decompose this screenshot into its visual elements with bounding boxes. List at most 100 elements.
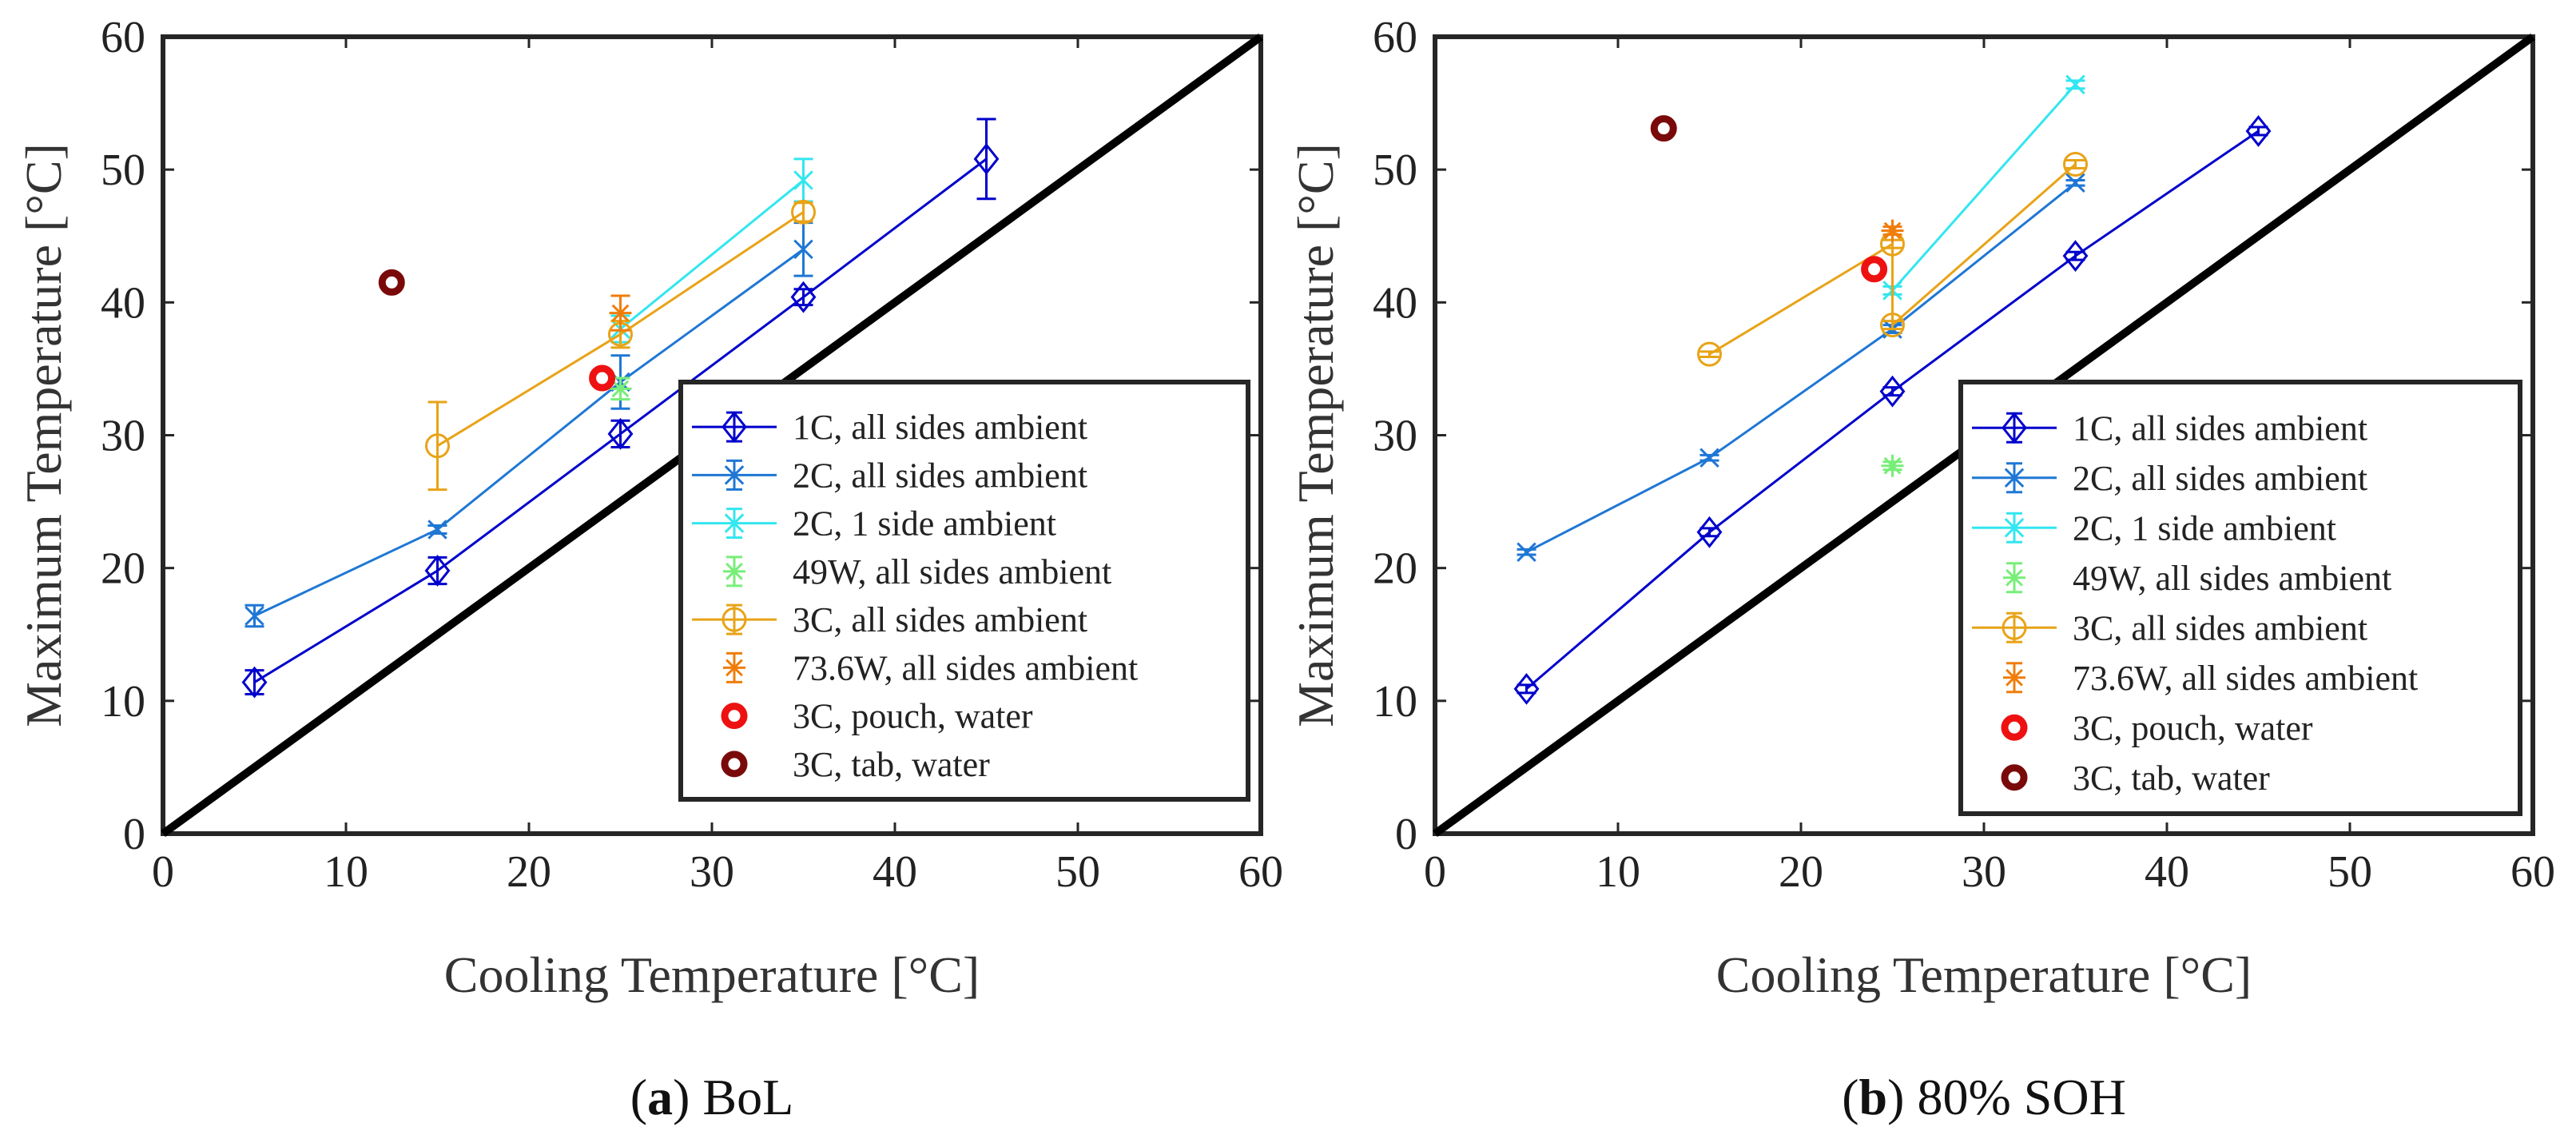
legend-label: 2C, 1 side ambient xyxy=(2073,508,2336,548)
error-bar xyxy=(976,117,996,201)
series-2 xyxy=(1882,74,2085,301)
caption-text: ) 80% SOH xyxy=(1887,1069,2126,1125)
legend-entry: 49W, all sides ambient xyxy=(2003,559,2391,598)
legend-label: 3C, tab, water xyxy=(793,745,990,784)
y-tick-label: 30 xyxy=(101,412,145,461)
series-6 xyxy=(589,364,616,392)
series-7 xyxy=(378,269,405,296)
legend-swatch-marker xyxy=(724,465,745,485)
data-point xyxy=(424,555,451,587)
y-axis-label: Maximum Temperature [°C] xyxy=(1287,143,1344,727)
error-bar xyxy=(1699,527,1719,538)
data-point xyxy=(425,433,450,459)
y-tick-label: 10 xyxy=(1373,677,1417,727)
x-tick-label: 0 xyxy=(1424,847,1446,897)
legend-swatch-marker xyxy=(2001,714,2028,741)
error-bar xyxy=(793,288,813,307)
legend-entry: 3C, all sides ambient xyxy=(1972,608,2367,647)
series-line xyxy=(253,248,805,617)
x-tick-label: 30 xyxy=(1962,847,2006,897)
series-3 xyxy=(1881,454,1904,477)
caption-letter: b xyxy=(1859,1069,1888,1125)
legend-label: 2C, 1 side ambient xyxy=(793,504,1056,544)
legend-entry: 2C, all sides ambient xyxy=(1972,459,2367,498)
legend-box xyxy=(678,380,1250,802)
error-bar xyxy=(427,556,447,586)
error-bar xyxy=(1882,386,1902,397)
y-tick-label: 60 xyxy=(101,13,145,62)
legend-swatch-marker xyxy=(2002,615,2027,640)
chart-panel-a: 0 10 20 30 40 50 60 0 10 20 30 40 50 60 Cooling Temper… xyxy=(15,13,1283,1125)
panel-caption: (a) BoL xyxy=(630,1069,793,1125)
y-tick-label: 10 xyxy=(101,677,145,727)
data-point xyxy=(1881,219,1904,242)
error-bar xyxy=(1699,350,1719,358)
data-point xyxy=(2063,152,2088,177)
x-tick-label: 30 xyxy=(690,847,734,897)
data-point xyxy=(793,170,813,190)
legend: 1C, all sides ambient 2C, all sides ambie… xyxy=(1958,380,2522,816)
data-point xyxy=(1650,115,1677,142)
legend-entry: 2C, 1 side ambient xyxy=(692,504,1056,544)
legend-label: 3C, all sides ambient xyxy=(793,600,1087,639)
x-tick-label: 10 xyxy=(1596,847,1640,897)
legend-label: 49W, all sides ambient xyxy=(2073,559,2391,598)
x-tick-label: 60 xyxy=(2510,847,2555,897)
error-bar xyxy=(427,400,447,492)
error-bar xyxy=(2065,159,2085,170)
x-axis-label: Cooling Temperature [°C] xyxy=(444,946,980,1003)
series-line xyxy=(1891,83,2077,292)
data-point xyxy=(1517,542,1536,562)
data-point xyxy=(790,281,817,313)
legend-entry: 3C, tab, water xyxy=(2001,759,2270,798)
x-tick-label: 40 xyxy=(2145,847,2189,897)
legend-entry: 3C, tab, water xyxy=(721,745,990,784)
series-0 xyxy=(1513,115,2272,705)
error-bar xyxy=(2248,125,2268,137)
series-1 xyxy=(244,221,813,628)
y-tick-label: 30 xyxy=(1373,412,1417,461)
y-tick-label: 40 xyxy=(101,278,145,328)
legend-entry: 2C, all sides ambient xyxy=(692,456,1087,495)
series-line xyxy=(1708,163,2077,356)
legend-box xyxy=(1958,380,2522,816)
legend-label: 3C, all sides ambient xyxy=(2073,608,2367,647)
legend-entry: 1C, all sides ambient xyxy=(692,408,1087,447)
legend-swatch-marker xyxy=(723,560,745,583)
legend-entry: 73.6W, all sides ambient xyxy=(2003,659,2418,698)
legend-label: 73.6W, all sides ambient xyxy=(793,648,1138,687)
y-axis-label: Maximum Temperature [°C] xyxy=(15,143,72,727)
legend-swatch-errorbar xyxy=(2006,611,2022,643)
data-point xyxy=(1880,313,1905,338)
series-line xyxy=(1525,181,2077,554)
legend-label: 1C, all sides ambient xyxy=(2073,408,2367,448)
legend-swatch-marker xyxy=(721,703,748,730)
y-tick-label: 0 xyxy=(1395,810,1417,859)
x-tick-label: 40 xyxy=(873,847,917,897)
data-point xyxy=(1513,672,1540,705)
series-5 xyxy=(609,294,632,332)
error-bar xyxy=(244,669,264,696)
legend-swatch-marker xyxy=(2004,468,2025,488)
legend-swatch-marker xyxy=(2003,666,2025,689)
data-point xyxy=(607,417,634,450)
y-tick-label: 20 xyxy=(101,544,145,594)
x-tick-label: 10 xyxy=(324,847,368,897)
y-tick-label: 20 xyxy=(1373,544,1417,594)
x-tick-label: 60 xyxy=(1238,847,1283,897)
data-point xyxy=(791,199,816,225)
legend-label: 3C, pouch, water xyxy=(2073,708,2313,747)
x-tick-label: 0 xyxy=(152,847,174,897)
data-point xyxy=(1697,341,1722,367)
legend-entry: 1C, all sides ambient xyxy=(1972,408,2367,448)
y-tick-label: 50 xyxy=(101,145,145,195)
data-point xyxy=(2245,115,2272,147)
series-6 xyxy=(1861,256,1888,283)
legend-swatch-marker xyxy=(2002,412,2027,444)
legend-entry: 3C, pouch, water xyxy=(721,697,1033,736)
legend-swatch-marker xyxy=(2003,566,2025,589)
data-point xyxy=(793,239,813,260)
data-point xyxy=(1699,448,1719,468)
legend-entry: 49W, all sides ambient xyxy=(723,552,1111,591)
data-point xyxy=(1696,516,1723,548)
